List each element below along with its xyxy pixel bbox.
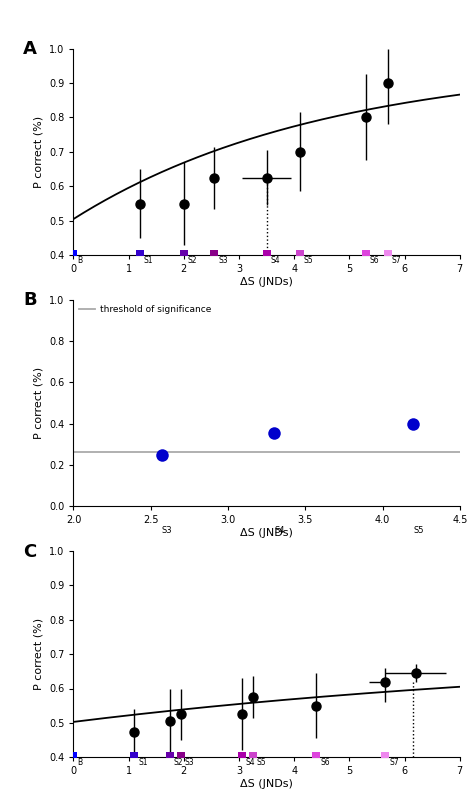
- Text: S4: S4: [271, 256, 280, 265]
- Text: A: A: [23, 40, 37, 58]
- X-axis label: ΔS (JNDs): ΔS (JNDs): [240, 779, 293, 789]
- Text: S1: S1: [144, 256, 153, 265]
- Text: S3: S3: [162, 526, 172, 535]
- X-axis label: ΔS (JNDs): ΔS (JNDs): [240, 528, 293, 538]
- Text: S7: S7: [392, 256, 401, 265]
- Y-axis label: P correct (%): P correct (%): [34, 116, 44, 188]
- Y-axis label: P correct (%): P correct (%): [34, 367, 44, 439]
- Text: S6: S6: [320, 758, 330, 767]
- Text: S5: S5: [413, 526, 424, 535]
- Text: S1: S1: [138, 758, 147, 767]
- Text: S3: S3: [185, 758, 194, 767]
- Text: B: B: [77, 256, 82, 265]
- Text: S7: S7: [389, 758, 399, 767]
- Text: B: B: [77, 758, 82, 767]
- Legend: threshold of significance: threshold of significance: [76, 302, 214, 317]
- X-axis label: ΔS (JNDs): ΔS (JNDs): [240, 277, 293, 287]
- Text: S2: S2: [188, 256, 197, 265]
- Y-axis label: P correct (%): P correct (%): [34, 618, 44, 690]
- Text: B: B: [23, 292, 37, 309]
- Text: S6: S6: [370, 256, 380, 265]
- Text: C: C: [23, 543, 36, 561]
- Text: S5: S5: [257, 758, 266, 767]
- Text: S2: S2: [174, 758, 183, 767]
- Text: S4: S4: [274, 526, 285, 535]
- Text: S5: S5: [304, 256, 313, 265]
- Text: S4: S4: [246, 758, 255, 767]
- Text: S3: S3: [218, 256, 228, 265]
